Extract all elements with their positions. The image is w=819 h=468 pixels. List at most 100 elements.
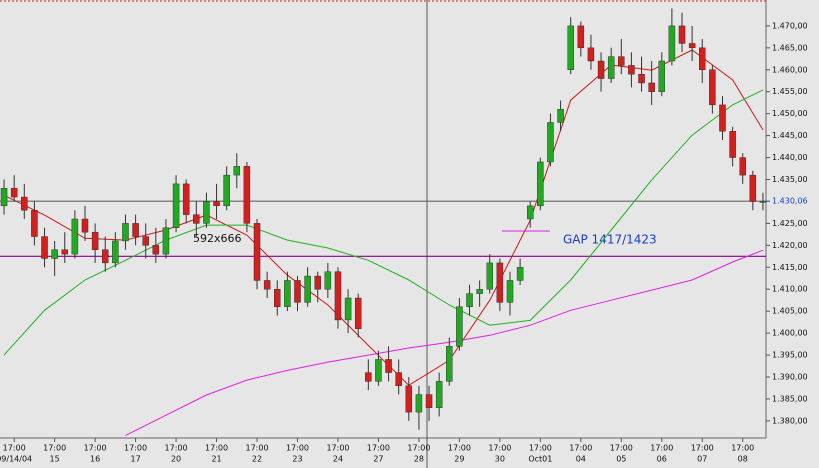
x-tick-label: 17:00 xyxy=(205,444,228,453)
y-tick-label: 1.440,00 xyxy=(772,153,808,162)
candle-body xyxy=(749,174,757,202)
candle-body xyxy=(415,394,423,413)
x-tick-label: 17:00 xyxy=(245,444,268,453)
candle-body xyxy=(365,372,372,382)
x-tick-date: 23 xyxy=(292,455,302,464)
y-tick-label: 1.380,00 xyxy=(772,416,808,425)
candle-body xyxy=(466,293,473,307)
candle-body xyxy=(243,166,251,224)
candle-body xyxy=(51,249,58,259)
candle-body xyxy=(122,223,129,242)
y-tick-label: 1.390,00 xyxy=(772,372,808,381)
candle-body xyxy=(395,372,402,386)
candle-body xyxy=(172,183,180,228)
x-tick-label: 17:00 xyxy=(407,444,430,453)
candle-body xyxy=(638,73,645,84)
candle-body xyxy=(435,381,443,408)
candle-body xyxy=(506,280,514,303)
moving-average xyxy=(3,89,764,356)
candle-body xyxy=(526,205,534,220)
candle-body xyxy=(0,188,8,207)
x-tick-date: 15 xyxy=(50,455,60,464)
candle-body xyxy=(729,131,736,158)
x-tick-date: 17 xyxy=(130,455,140,464)
candle-body xyxy=(557,109,564,123)
candle-body xyxy=(385,359,392,373)
x-tick-date: 30 xyxy=(495,455,505,464)
candle-body xyxy=(31,210,38,237)
y-tick-label: 1.465,00 xyxy=(772,43,808,52)
x-tick-date: 21 xyxy=(211,455,221,464)
annotation: 592x666 xyxy=(193,232,242,245)
candle-body xyxy=(10,188,18,198)
y-tick-label: 1.385,00 xyxy=(772,394,808,403)
x-tick-label: 17:00 xyxy=(326,444,349,453)
candle-body xyxy=(182,183,190,215)
x-tick-label: 17:00 xyxy=(367,444,390,453)
candle-body xyxy=(284,280,291,307)
x-tick-label: 17:00 xyxy=(3,444,26,453)
candle-body xyxy=(537,161,544,207)
candle-body xyxy=(344,297,352,321)
candle-body xyxy=(486,262,493,290)
candle-body xyxy=(203,201,210,224)
candle-body xyxy=(628,65,635,75)
x-tick-date: 24 xyxy=(333,455,343,464)
candle-body xyxy=(577,25,585,49)
candle-body xyxy=(597,60,605,79)
x-tick-date: 28 xyxy=(414,455,424,464)
candle-body xyxy=(152,245,160,255)
x-tick-label: 17:00 xyxy=(610,444,633,453)
candle-body xyxy=(81,218,89,233)
x-tick-date: 29 xyxy=(454,455,464,464)
y-tick-label: 1.470,00 xyxy=(772,21,808,30)
candle-body xyxy=(699,47,706,70)
candle-body xyxy=(476,289,483,294)
x-tick-date: 07 xyxy=(697,455,707,464)
x-tick-date: 04 xyxy=(576,455,586,464)
x-tick-label: 17:00 xyxy=(124,444,147,453)
candle-body xyxy=(547,122,554,163)
candle-body xyxy=(425,394,433,408)
price-marker-label: 1.430,06 xyxy=(772,197,808,206)
annotation: GAP 1417/1423 xyxy=(563,233,657,247)
candle-body xyxy=(91,231,99,250)
x-tick-label: 17:00 xyxy=(448,444,471,453)
candle-body xyxy=(213,201,220,207)
candle-body xyxy=(648,82,655,92)
candle-body xyxy=(709,69,716,106)
x-tick-date: Oct01 xyxy=(528,455,552,464)
candle-body xyxy=(567,25,574,70)
candle-body xyxy=(446,346,453,382)
candle-body xyxy=(314,275,321,290)
candle-body xyxy=(193,214,200,224)
candle-body xyxy=(233,166,241,176)
x-tick-date: 22 xyxy=(252,455,262,464)
x-tick-label: 17:00 xyxy=(286,444,309,453)
candle-body xyxy=(354,297,362,329)
candle-body xyxy=(658,60,666,92)
y-tick-label: 1.460,00 xyxy=(772,65,808,74)
x-tick-label: 17:00 xyxy=(691,444,714,453)
x-tick-label: 17:00 xyxy=(43,444,66,453)
x-tick-date: 27 xyxy=(373,455,383,464)
y-tick-label: 1.400,00 xyxy=(772,329,808,338)
y-tick-label: 1.450,00 xyxy=(772,109,808,118)
candle-body xyxy=(294,280,301,303)
y-tick-label: 1.455,00 xyxy=(772,87,808,96)
candle-body xyxy=(334,271,342,321)
candle-body xyxy=(496,262,504,303)
x-tick-date: 05 xyxy=(616,455,626,464)
candle-body xyxy=(21,196,28,211)
candle-body xyxy=(304,275,311,303)
candle-body xyxy=(456,306,463,347)
candle-body xyxy=(516,267,524,281)
candle-body xyxy=(162,227,170,255)
candle-body xyxy=(223,174,230,207)
candle-body xyxy=(102,249,109,264)
candle-body xyxy=(688,43,696,49)
x-tick-date: 06 xyxy=(657,455,667,464)
x-tick-label: 17:00 xyxy=(84,444,107,453)
